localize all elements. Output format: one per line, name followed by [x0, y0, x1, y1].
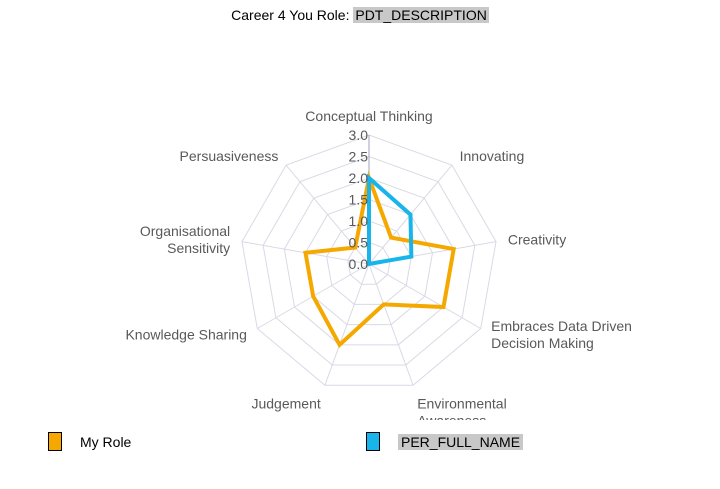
- tick-label: 3.0: [349, 127, 369, 143]
- series-per-full-name: [367, 173, 414, 267]
- axis-label: Conceptual Thinking: [305, 108, 432, 124]
- grid-spoke: [324, 263, 370, 386]
- tick-label: 2.0: [349, 170, 369, 186]
- grid-ring: [262, 155, 476, 366]
- legend-swatch-per-full-name: [366, 432, 380, 451]
- axis-label: Persuasiveness: [180, 148, 279, 164]
- chart-title: Career 4 You Role: PDT_DESCRIPTION: [0, 6, 720, 24]
- legend-label-my-role: My Role: [80, 433, 132, 450]
- axis-label: Creativity: [508, 232, 566, 248]
- axis-label: EnvironmentalAwareness: [417, 395, 507, 420]
- axis-label: Organisational Sensitivity: [140, 223, 230, 256]
- tick-label: 0.5: [349, 235, 369, 251]
- legend-item-per-full-name: PER_FULL_NAME: [366, 432, 524, 451]
- tick-label: 0.0: [349, 256, 369, 272]
- legend-label-per-full-name: PER_FULL_NAME: [398, 433, 524, 450]
- axis-label: Embraces Data Driven Decision Making: [491, 318, 632, 351]
- grid-spoke: [368, 263, 414, 386]
- axis-label: Innovating: [460, 148, 525, 164]
- legend-item-my-role: My Role: [48, 432, 131, 451]
- grid-ring: [347, 241, 391, 285]
- grid-ring: [241, 134, 497, 386]
- grid-ring: [304, 198, 434, 326]
- tick-label: 1.0: [349, 213, 369, 229]
- axis-label: Knowledge Sharing: [125, 327, 246, 343]
- series-my-role: [303, 170, 457, 349]
- grid-ring: [326, 220, 412, 305]
- grid-spoke: [368, 263, 481, 329]
- radar-chart: 0.0 0.5 1.0 1.5 2.0 2.5 3.0 Conceptual Thinking…: [125, 108, 632, 420]
- tick-label: 2.5: [349, 149, 369, 165]
- grid-ring: [283, 177, 455, 346]
- tick-label: 1.5: [349, 192, 369, 208]
- legend-swatch-my-role: [48, 432, 62, 451]
- axis-label: Judgement: [251, 395, 320, 411]
- chart-title-field: PDT_DESCRIPTION: [353, 7, 489, 23]
- chart-title-prefix: Career 4 You Role:: [231, 7, 350, 23]
